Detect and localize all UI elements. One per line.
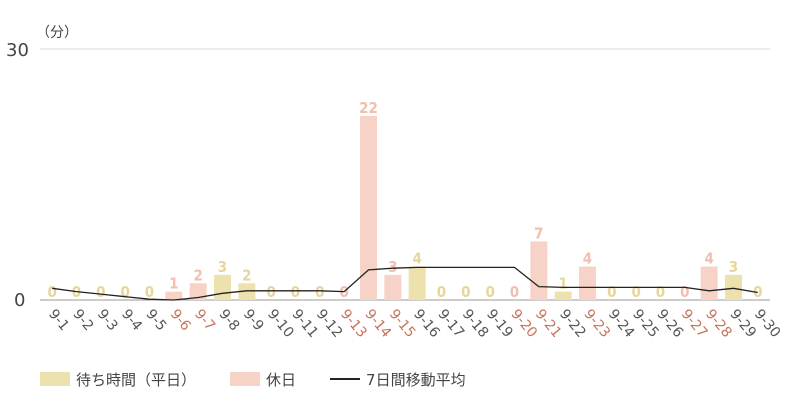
weekday-bar-9-9 — [238, 283, 256, 300]
legend-item-weekday: 待ち時間（平日） — [40, 369, 196, 390]
weekday-value-label-9-24: 0 — [607, 283, 616, 301]
holiday-bar-9-15 — [384, 274, 402, 300]
legend-item-holiday: 休日 — [230, 369, 296, 390]
holiday-value-label-9-14: 22 — [359, 99, 378, 117]
x-tick-9-22: 9-22 — [556, 306, 589, 341]
y-tick-0: 0 — [14, 290, 25, 311]
holiday-value-label-9-20: 0 — [510, 283, 519, 301]
holiday-value-label-9-27: 0 — [680, 283, 689, 301]
x-tick-9-17: 9-17 — [434, 306, 467, 341]
x-tick-9-29: 9-29 — [726, 306, 759, 341]
x-tick-9-21: 9-21 — [532, 306, 565, 341]
weekday-value-label-9-18: 0 — [461, 283, 470, 301]
x-tick-9-3: 9-3 — [94, 306, 121, 334]
holiday-bar-9-28 — [700, 266, 718, 300]
holiday-value-label-9-7: 2 — [193, 266, 202, 284]
weekday-value-label-9-17: 0 — [437, 283, 446, 301]
legend-label-moving-average: 7日間移動平均 — [366, 370, 466, 389]
y-unit-label: （分） — [36, 25, 78, 41]
legend-swatch-moving-average — [330, 378, 361, 380]
x-tick-9-4: 9-4 — [118, 306, 145, 334]
x-tick-9-26: 9-26 — [653, 306, 686, 341]
legend: 待ち時間（平日） 休日 7日間移動平均 — [40, 368, 500, 390]
x-tick-9-14: 9-14 — [361, 306, 394, 341]
weekday-bar-9-8 — [214, 274, 231, 300]
weekday-value-label-9-22: 1 — [558, 275, 567, 293]
x-tick-9-11: 9-11 — [288, 306, 321, 341]
legend-swatch-holiday — [230, 372, 261, 386]
x-tick-9-5: 9-5 — [142, 306, 169, 334]
x-tick-9-20: 9-20 — [507, 306, 540, 341]
moving-average-line — [52, 266, 758, 301]
x-tick-9-25: 9-25 — [629, 306, 662, 341]
x-tick-9-12: 9-12 — [313, 306, 346, 341]
weekday-value-label-9-19: 0 — [485, 283, 494, 301]
x-tick-9-18: 9-18 — [459, 306, 492, 341]
weekday-value-label-9-5: 0 — [145, 283, 154, 301]
weekday-value-label-9-26: 0 — [656, 283, 665, 301]
x-tick-9-1: 9-1 — [45, 306, 72, 334]
x-tick-9-24: 9-24 — [605, 306, 638, 341]
x-tick-9-30: 9-30 — [751, 306, 784, 341]
x-tick-9-10: 9-10 — [264, 306, 297, 341]
x-tick-9-7: 9-7 — [191, 306, 218, 334]
holiday-bar-9-7 — [189, 283, 207, 300]
holiday-value-label-9-23: 4 — [583, 250, 592, 268]
x-tick-9-23: 9-23 — [580, 306, 613, 341]
weekday-value-label-9-11: 0 — [291, 283, 300, 301]
legend-label-weekday: 待ち時間（平日） — [76, 370, 197, 389]
weekday-value-label-9-8: 3 — [218, 258, 227, 276]
x-tick-9-8: 9-8 — [215, 306, 242, 334]
weekday-value-label-9-3: 0 — [96, 283, 105, 301]
x-tick-9-27: 9-27 — [678, 306, 711, 341]
weekday-value-label-9-10: 0 — [266, 283, 275, 301]
weekday-value-label-9-4: 0 — [120, 283, 129, 301]
y-tick-30: 30 — [6, 40, 29, 61]
weekday-value-label-9-25: 0 — [631, 283, 640, 301]
weekday-value-label-9-12: 0 — [315, 283, 324, 301]
x-tick-9-13: 9-13 — [337, 306, 370, 341]
x-tick-9-9: 9-9 — [240, 306, 267, 334]
weekday-bar-9-29 — [725, 274, 742, 300]
holiday-value-label-9-6: 1 — [169, 275, 178, 293]
x-tick-9-15: 9-15 — [386, 306, 419, 341]
weekday-bar-9-22 — [554, 291, 572, 300]
legend-swatch-weekday — [40, 372, 70, 386]
x-tick-9-19: 9-19 — [483, 306, 516, 341]
holiday-bar-9-14 — [360, 115, 377, 300]
legend-item-moving-average: 7日間移動平均 — [330, 369, 466, 390]
weekday-value-label-9-29: 3 — [729, 258, 738, 276]
weekday-bar-9-16 — [408, 266, 426, 300]
x-tick-9-28: 9-28 — [702, 306, 735, 341]
legend-label-holiday: 休日 — [266, 370, 297, 389]
weekday-value-label-9-1: 0 — [47, 283, 56, 301]
holiday-value-label-9-28: 4 — [704, 250, 713, 268]
holiday-value-label-9-15: 3 — [388, 258, 397, 276]
x-tick-9-2: 9-2 — [69, 306, 96, 334]
holiday-bar-9-23 — [579, 266, 596, 300]
holiday-value-label-9-21: 7 — [534, 224, 543, 242]
x-tick-9-6: 9-6 — [167, 306, 194, 334]
x-tick-9-16: 9-16 — [410, 306, 443, 341]
weekday-value-label-9-9: 2 — [242, 266, 251, 284]
holiday-bar-9-6 — [165, 291, 183, 300]
holiday-bar-9-21 — [530, 241, 548, 300]
weekday-value-label-9-16: 4 — [412, 250, 421, 268]
